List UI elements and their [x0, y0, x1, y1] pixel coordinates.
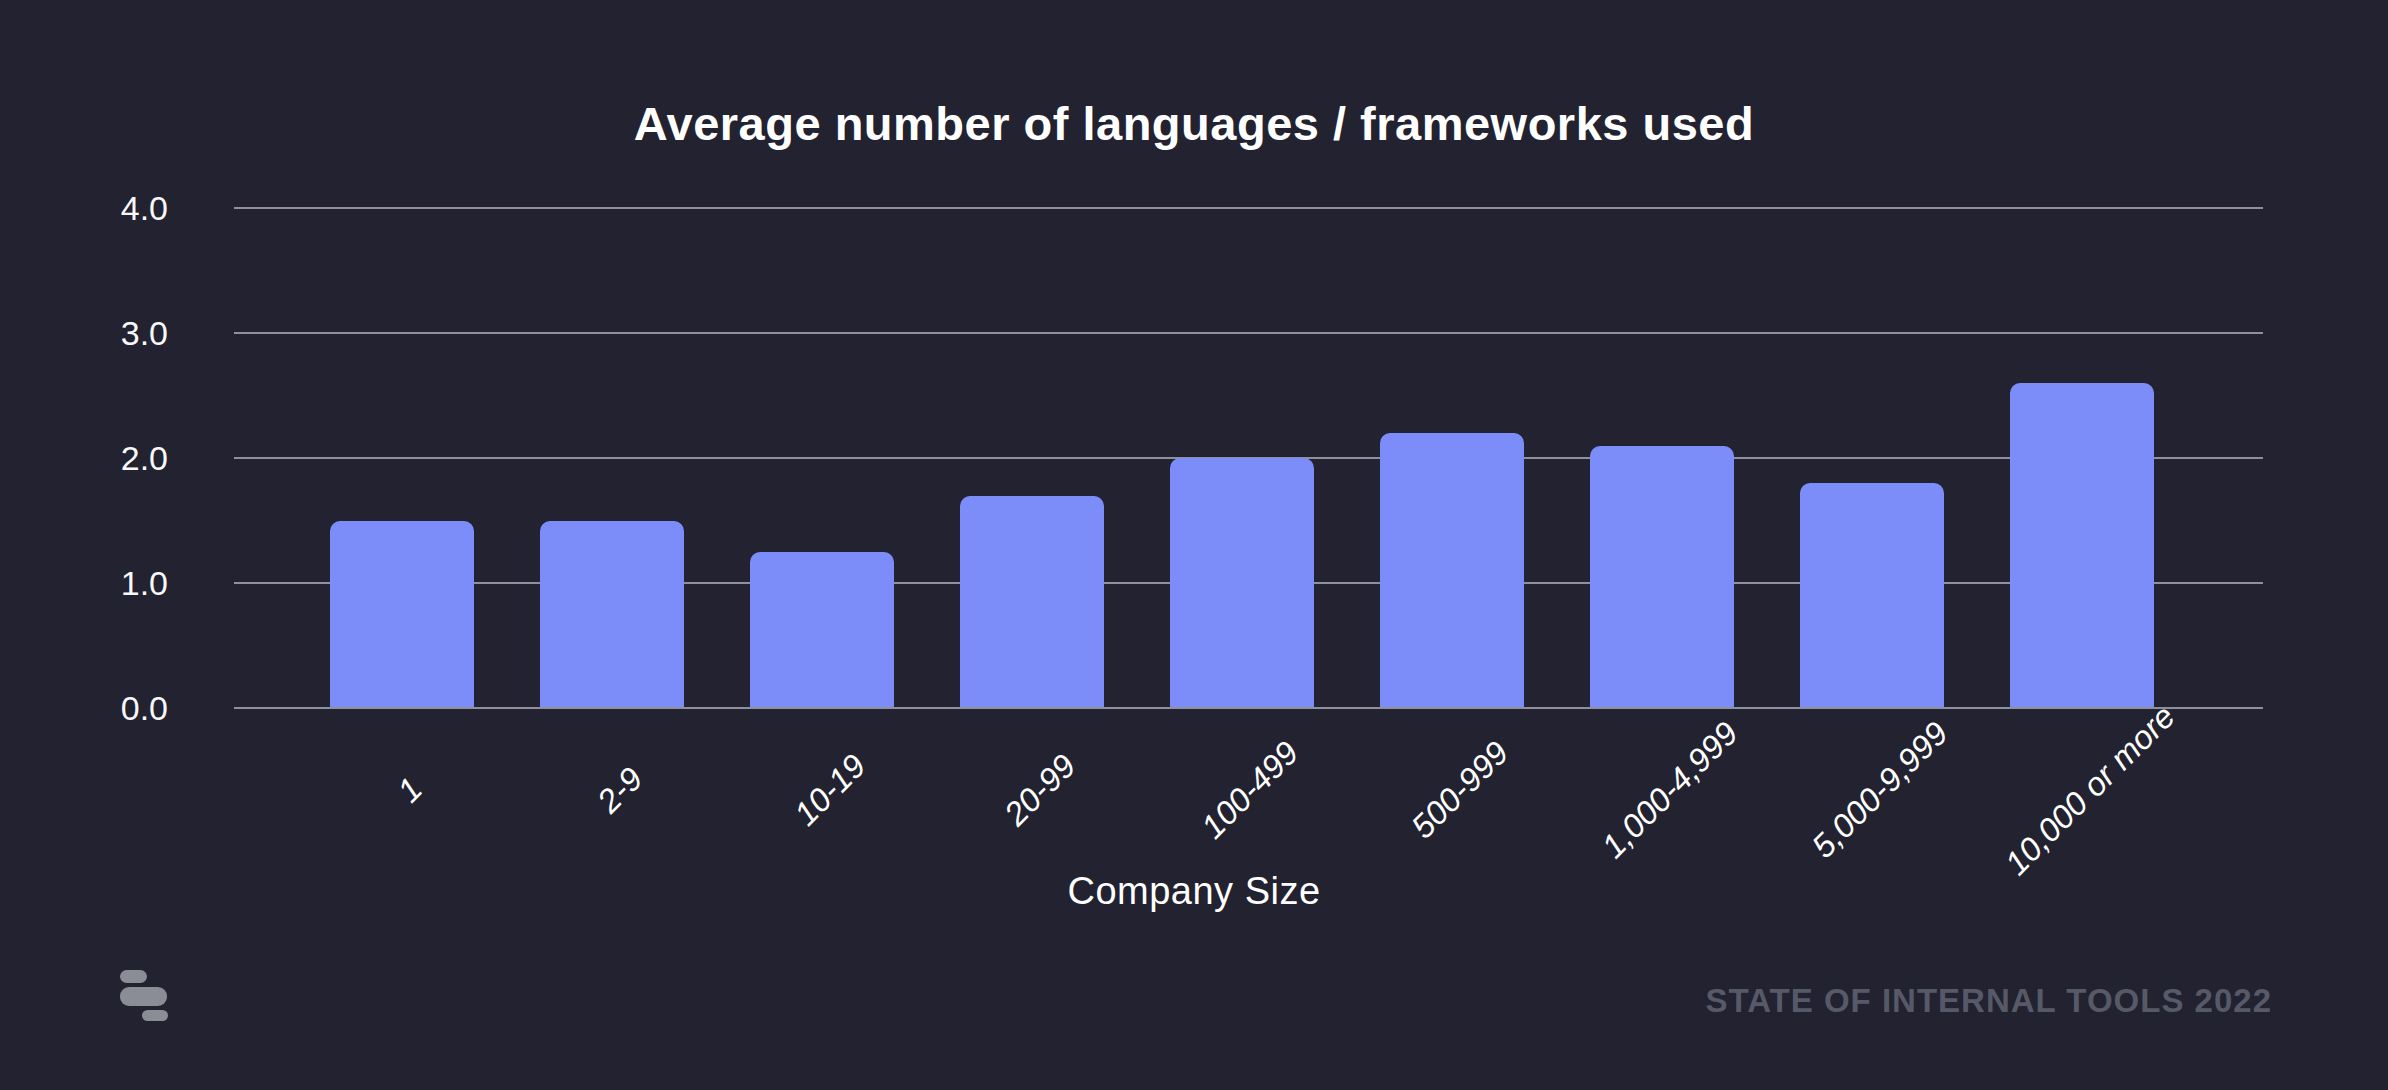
bar-1,000-4,999: [1590, 446, 1734, 709]
watermark-text: STATE OF INTERNAL TOOLS 2022: [1706, 982, 2272, 1020]
x-tick-label: 10,000 or more: [1997, 697, 2182, 882]
bar-20-99: [960, 496, 1104, 709]
bar-100-499: [1170, 458, 1314, 708]
gridline-3.0: [234, 332, 2263, 334]
x-tick-label: 2-9: [590, 760, 651, 821]
chart-title: Average number of languages / frameworks…: [0, 96, 2388, 151]
logo-segment-top: [120, 970, 147, 983]
x-tick-label: 500-999: [1404, 734, 1517, 847]
y-tick-label: 3.0: [0, 313, 168, 353]
y-tick-label: 2.0: [0, 438, 168, 478]
bar-10-19: [750, 552, 894, 708]
x-tick-label: 20-99: [997, 747, 1084, 834]
bar-10,000 or more: [2010, 383, 2154, 708]
x-tick-label: 1,000-4,999: [1594, 714, 1745, 865]
logo-segment-bottom: [142, 1010, 168, 1021]
x-tick-label: 5,000-9,999: [1804, 714, 1955, 865]
logo-segment-middle: [120, 987, 167, 1006]
bar-500-999: [1380, 433, 1524, 708]
y-tick-label: 0.0: [0, 688, 168, 728]
gridline-4.0: [234, 207, 2263, 209]
gridline-0.0: [234, 707, 2263, 709]
bar-5,000-9,999: [1800, 483, 1944, 708]
x-tick-label: 1: [390, 770, 430, 810]
bar-1: [330, 521, 474, 709]
y-tick-label: 1.0: [0, 563, 168, 603]
y-tick-label: 4.0: [0, 188, 168, 228]
retool-logo-icon: [120, 970, 168, 1021]
x-tick-label: 10-19: [787, 747, 874, 834]
x-tick-label: 100-499: [1194, 734, 1307, 847]
bar-2-9: [540, 521, 684, 709]
chart-canvas: Average number of languages / frameworks…: [0, 0, 2388, 1090]
